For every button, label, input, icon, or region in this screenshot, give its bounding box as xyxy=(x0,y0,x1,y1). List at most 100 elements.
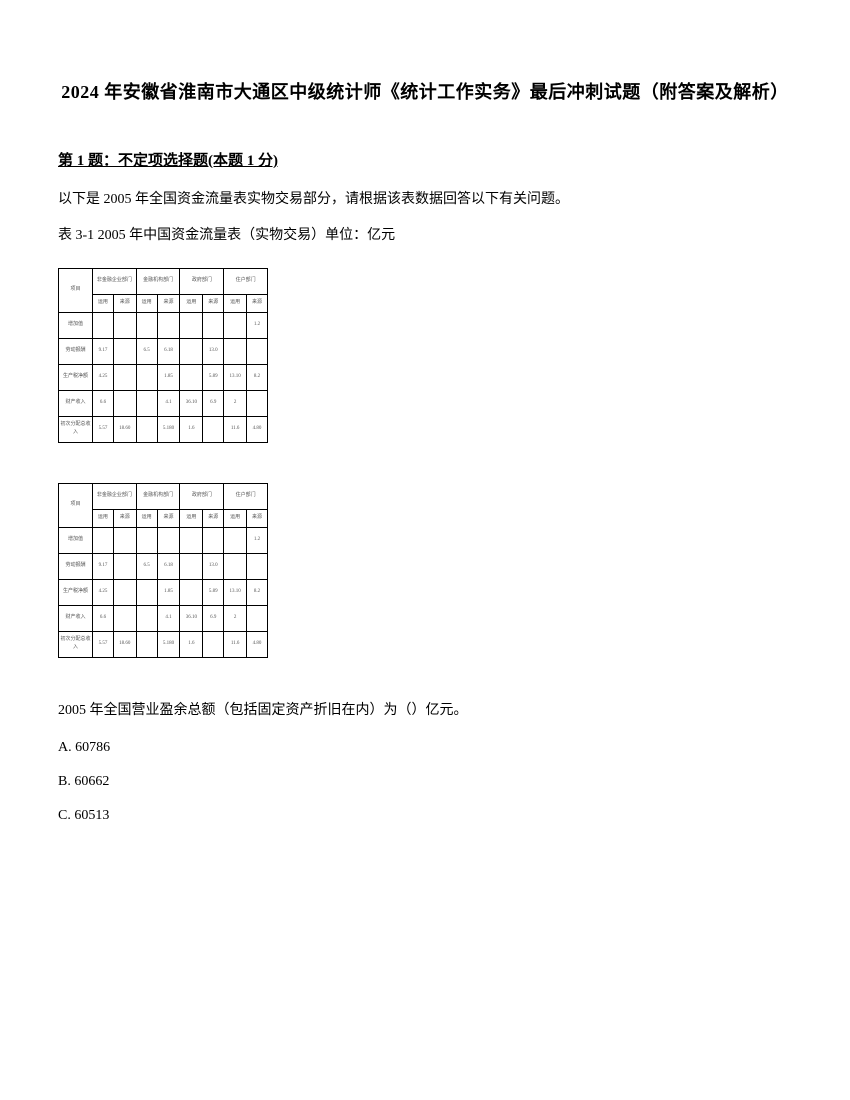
page-title: 2024 年安徽省淮南市大通区中级统计师《统计工作实务》最后冲刺试题（附答案及解… xyxy=(58,78,792,107)
cell xyxy=(224,312,247,338)
cell: 1.6 xyxy=(180,631,203,657)
th-use: 运用 xyxy=(136,294,157,312)
th-use: 运用 xyxy=(136,509,157,527)
cell: 6.18 xyxy=(157,338,180,364)
cell: 8.2 xyxy=(247,364,268,390)
cell: 6.9 xyxy=(203,390,224,416)
cell xyxy=(247,605,268,631)
row-label: 财产收入 xyxy=(59,390,93,416)
cell xyxy=(203,527,224,553)
th-src: 来源 xyxy=(247,509,268,527)
cell xyxy=(180,312,203,338)
row-label: 增加值 xyxy=(59,527,93,553)
cell: 13.0 xyxy=(203,338,224,364)
option-b[interactable]: B. 60662 xyxy=(58,771,792,793)
cell xyxy=(136,364,157,390)
cell: 18.60 xyxy=(113,416,136,442)
table-caption: 表 3-1 2005 年中国资金流量表（实物交易）单位：亿元 xyxy=(58,223,792,250)
cell: 6.5 xyxy=(136,553,157,579)
th-src: 来源 xyxy=(157,294,180,312)
th-sector-3: 政府部门 xyxy=(180,483,224,509)
cell: 5.57 xyxy=(93,631,114,657)
th-use: 运用 xyxy=(93,294,114,312)
cell: 13.0 xyxy=(203,553,224,579)
th-use: 运用 xyxy=(224,509,247,527)
cell xyxy=(203,631,224,657)
row-label: 增加值 xyxy=(59,312,93,338)
cell: 2 xyxy=(224,390,247,416)
cell xyxy=(113,312,136,338)
cell: 36.10 xyxy=(180,605,203,631)
option-c[interactable]: C. 60513 xyxy=(58,805,792,827)
cell xyxy=(180,527,203,553)
cell: 1.2 xyxy=(247,312,268,338)
question-intro: 以下是 2005 年全国资金流量表实物交易部分，请根据该表数据回答以下有关问题。 xyxy=(58,187,792,214)
cell: 4.25 xyxy=(93,579,114,605)
th-sector-1: 非金融企业部门 xyxy=(93,483,137,509)
cell: 36.10 xyxy=(180,390,203,416)
cell xyxy=(113,553,136,579)
row-label: 生产税净额 xyxy=(59,579,93,605)
th-sector-4: 住户部门 xyxy=(224,268,268,294)
th-src: 来源 xyxy=(113,509,136,527)
flow-table-1: 项目 非金融企业部门 金融机构部门 政府部门 住户部门 运用 来源 运用 来源 … xyxy=(58,268,792,443)
cell xyxy=(180,338,203,364)
cell xyxy=(136,416,157,442)
th-sector-1: 非金融企业部门 xyxy=(93,268,137,294)
row-label: 生产税净额 xyxy=(59,364,93,390)
th-src: 来源 xyxy=(247,294,268,312)
data-table: 项目 非金融企业部门 金融机构部门 政府部门 住户部门 运用 来源 运用 来源 … xyxy=(58,268,268,443)
th-src: 来源 xyxy=(203,509,224,527)
cell xyxy=(113,364,136,390)
th-sector-3: 政府部门 xyxy=(180,268,224,294)
row-label: 初次分配总收入 xyxy=(59,416,93,442)
cell xyxy=(157,527,180,553)
cell xyxy=(224,553,247,579)
cell: 5.57 xyxy=(93,416,114,442)
cell xyxy=(113,338,136,364)
cell: 5.180 xyxy=(157,416,180,442)
question-header: 第 1 题：不定项选择题(本题 1 分) xyxy=(58,149,792,173)
th-item: 项目 xyxy=(59,483,93,527)
option-a[interactable]: A. 60786 xyxy=(58,737,792,759)
cell: 5.89 xyxy=(203,364,224,390)
cell: 8.2 xyxy=(247,579,268,605)
cell: 1.2 xyxy=(247,527,268,553)
cell xyxy=(113,390,136,416)
flow-table-2: 项目 非金融企业部门 金融机构部门 政府部门 住户部门 运用 来源 运用 来源 … xyxy=(58,483,792,658)
row-label: 初次分配总收入 xyxy=(59,631,93,657)
th-use: 运用 xyxy=(180,509,203,527)
cell xyxy=(93,527,114,553)
cell: 6.5 xyxy=(136,338,157,364)
cell xyxy=(247,553,268,579)
cell: 6.6 xyxy=(93,390,114,416)
cell xyxy=(180,364,203,390)
cell xyxy=(136,390,157,416)
th-sector-4: 住户部门 xyxy=(224,483,268,509)
th-item: 项目 xyxy=(59,268,93,312)
cell: 13.10 xyxy=(224,579,247,605)
th-sector-2: 金融机构部门 xyxy=(136,268,180,294)
cell: 9.17 xyxy=(93,338,114,364)
cell: 6.18 xyxy=(157,553,180,579)
cell xyxy=(157,312,180,338)
th-use: 运用 xyxy=(93,509,114,527)
cell: 11.6 xyxy=(224,631,247,657)
cell: 6.6 xyxy=(93,605,114,631)
cell xyxy=(136,605,157,631)
cell xyxy=(113,527,136,553)
cell: 11.6 xyxy=(224,416,247,442)
row-label: 财产收入 xyxy=(59,605,93,631)
options-list: A. 60786 B. 60662 C. 60513 xyxy=(58,737,792,828)
th-src: 来源 xyxy=(203,294,224,312)
cell xyxy=(93,312,114,338)
cell: 4.1 xyxy=(157,605,180,631)
data-table: 项目 非金融企业部门 金融机构部门 政府部门 住户部门 运用 来源 运用 来源 … xyxy=(58,483,268,658)
cell xyxy=(136,579,157,605)
cell: 4.80 xyxy=(247,631,268,657)
cell: 4.80 xyxy=(247,416,268,442)
cell xyxy=(203,416,224,442)
cell: 1.85 xyxy=(157,579,180,605)
question-prompt: 2005 年全国营业盈余总额（包括固定资产折旧在内）为（）亿元。 xyxy=(58,698,792,725)
cell: 9.17 xyxy=(93,553,114,579)
